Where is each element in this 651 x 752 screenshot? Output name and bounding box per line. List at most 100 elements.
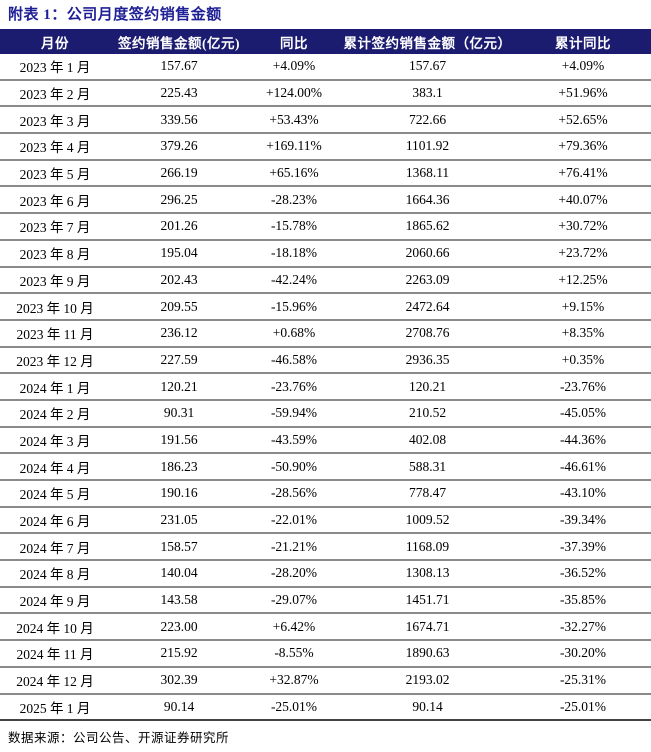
cell-cum-sales-amount: 1368.11: [340, 159, 515, 188]
table-row: 2024 年 4 月 186.23 -50.90% 588.31 -46.61%: [0, 453, 651, 481]
cell-sales-amount: 302.39: [110, 666, 248, 695]
cell-cum-yoy: +12.25%: [515, 266, 651, 295]
table-header-row: 月份 签约销售金额(亿元) 同比 累计签约销售金额（亿元） 累计同比: [0, 29, 651, 54]
cell-cum-sales-amount: 402.08: [340, 426, 515, 455]
cell-cum-yoy: +4.09%: [515, 54, 651, 81]
cell-sales-amount: 90.14: [110, 693, 248, 722]
cell-sales-amount: 191.56: [110, 426, 248, 455]
cell-month: 2024 年 6 月: [0, 506, 110, 535]
cell-yoy: +53.43%: [248, 106, 340, 135]
table-row: 2023 年 11 月 236.12 +0.68% 2708.76 +8.35%: [0, 319, 651, 348]
table-row: 2024 年 3 月 191.56 -43.59% 402.08 -44.36%: [0, 426, 651, 455]
table-row: 2023 年 4 月 379.26 +169.11% 1101.92 +79.36%: [0, 133, 651, 161]
cell-cum-sales-amount: 1674.71: [340, 613, 515, 642]
table-row: 2024 年 12 月 302.39 +32.87% 2193.02 -25.31%: [0, 666, 651, 695]
cell-yoy: -22.01%: [248, 506, 340, 535]
table-title: 附表 1：公司月度签约销售金额: [8, 7, 222, 23]
cell-yoy: -59.94%: [248, 399, 340, 428]
cell-sales-amount: 215.92: [110, 640, 248, 668]
table-row: 2024 年 1 月 120.21 -23.76% 120.21 -23.76%: [0, 373, 651, 401]
table-body: 2023 年 1 月 157.67 +4.09% 157.67 +4.09% 2023 年…: [0, 54, 651, 722]
cell-yoy: -42.24%: [248, 266, 340, 295]
cell-sales-amount: 223.00: [110, 613, 248, 642]
cell-month: 2023 年 7 月: [0, 213, 110, 241]
table-row: 2024 年 11 月 215.92 -8.55% 1890.63 -30.20%: [0, 640, 651, 668]
table-row: 2023 年 9 月 202.43 -42.24% 2263.09 +12.25%: [0, 266, 651, 295]
cell-sales-amount: 236.12: [110, 319, 248, 348]
table-row: 2024 年 5 月 190.16 -28.56% 778.47 -43.10%: [0, 480, 651, 508]
cell-cum-sales-amount: 1890.63: [340, 640, 515, 668]
cell-yoy: -29.07%: [248, 586, 340, 615]
cell-cum-yoy: -30.20%: [515, 640, 651, 668]
cell-cum-sales-amount: 90.14: [340, 693, 515, 722]
cell-cum-yoy: +51.96%: [515, 79, 651, 108]
cell-cum-sales-amount: 2060.66: [340, 239, 515, 268]
cell-yoy: -50.90%: [248, 453, 340, 481]
cell-cum-yoy: +30.72%: [515, 213, 651, 241]
cell-month: 2024 年 3 月: [0, 426, 110, 455]
cell-cum-yoy: +9.15%: [515, 293, 651, 321]
table-row: 2025 年 1 月 90.14 -25.01% 90.14 -25.01%: [0, 693, 651, 722]
cell-cum-sales-amount: 1451.71: [340, 586, 515, 615]
cell-cum-sales-amount: 1664.36: [340, 186, 515, 215]
cell-yoy: +4.09%: [248, 54, 340, 81]
cell-cum-sales-amount: 1308.13: [340, 560, 515, 588]
cell-sales-amount: 143.58: [110, 586, 248, 615]
cell-month: 2023 年 9 月: [0, 266, 110, 295]
cell-month: 2023 年 2 月: [0, 79, 110, 108]
cell-month: 2023 年 5 月: [0, 159, 110, 188]
cell-month: 2023 年 11 月: [0, 319, 110, 348]
cell-month: 2023 年 12 月: [0, 346, 110, 375]
cell-yoy: -15.96%: [248, 293, 340, 321]
cell-cum-sales-amount: 120.21: [340, 373, 515, 401]
table-row: 2024 年 6 月 231.05 -22.01% 1009.52 -39.34%: [0, 506, 651, 535]
table-row: 2024 年 7 月 158.57 -21.21% 1168.09 -37.39%: [0, 533, 651, 562]
cell-cum-yoy: -35.85%: [515, 586, 651, 615]
table-row: 2023 年 6 月 296.25 -28.23% 1664.36 +40.07%: [0, 186, 651, 215]
cell-yoy: +169.11%: [248, 133, 340, 161]
cell-sales-amount: 186.23: [110, 453, 248, 481]
cell-sales-amount: 379.26: [110, 133, 248, 161]
cell-month: 2023 年 8 月: [0, 239, 110, 268]
cell-cum-sales-amount: 1101.92: [340, 133, 515, 161]
cell-month: 2023 年 3 月: [0, 106, 110, 135]
cell-yoy: -28.56%: [248, 480, 340, 508]
table-row: 2024 年 10 月 223.00 +6.42% 1674.71 -32.27%: [0, 613, 651, 642]
cell-cum-yoy: -44.36%: [515, 426, 651, 455]
cell-yoy: -23.76%: [248, 373, 340, 401]
header-yoy: 同比: [248, 29, 340, 54]
cell-yoy: -43.59%: [248, 426, 340, 455]
cell-sales-amount: 209.55: [110, 293, 248, 321]
monthly-sales-table: 月份 签约销售金额(亿元) 同比 累计签约销售金额（亿元） 累计同比 2023 …: [0, 29, 651, 722]
cell-cum-sales-amount: 2263.09: [340, 266, 515, 295]
cell-yoy: +6.42%: [248, 613, 340, 642]
table-row: 2023 年 10 月 209.55 -15.96% 2472.64 +9.15%: [0, 293, 651, 321]
cell-cum-sales-amount: 2193.02: [340, 666, 515, 695]
cell-cum-sales-amount: 1009.52: [340, 506, 515, 535]
cell-cum-yoy: -46.61%: [515, 453, 651, 481]
table-row: 2023 年 5 月 266.19 +65.16% 1368.11 +76.41%: [0, 159, 651, 188]
cell-sales-amount: 225.43: [110, 79, 248, 108]
cell-cum-sales-amount: 722.66: [340, 106, 515, 135]
table-row: 2023 年 1 月 157.67 +4.09% 157.67 +4.09%: [0, 54, 651, 81]
cell-cum-yoy: -43.10%: [515, 480, 651, 508]
cell-yoy: -21.21%: [248, 533, 340, 562]
cell-yoy: -25.01%: [248, 693, 340, 722]
cell-yoy: +0.68%: [248, 319, 340, 348]
cell-month: 2023 年 6 月: [0, 186, 110, 215]
cell-sales-amount: 227.59: [110, 346, 248, 375]
cell-yoy: -46.58%: [248, 346, 340, 375]
cell-month: 2024 年 5 月: [0, 480, 110, 508]
cell-month: 2024 年 8 月: [0, 560, 110, 588]
cell-sales-amount: 195.04: [110, 239, 248, 268]
cell-cum-sales-amount: 2472.64: [340, 293, 515, 321]
cell-month: 2024 年 9 月: [0, 586, 110, 615]
header-cum-yoy: 累计同比: [515, 29, 651, 54]
cell-sales-amount: 201.26: [110, 213, 248, 241]
cell-yoy: -28.23%: [248, 186, 340, 215]
table-row: 2024 年 2 月 90.31 -59.94% 210.52 -45.05%: [0, 399, 651, 428]
cell-sales-amount: 296.25: [110, 186, 248, 215]
cell-cum-sales-amount: 1865.62: [340, 213, 515, 241]
cell-yoy: -15.78%: [248, 213, 340, 241]
